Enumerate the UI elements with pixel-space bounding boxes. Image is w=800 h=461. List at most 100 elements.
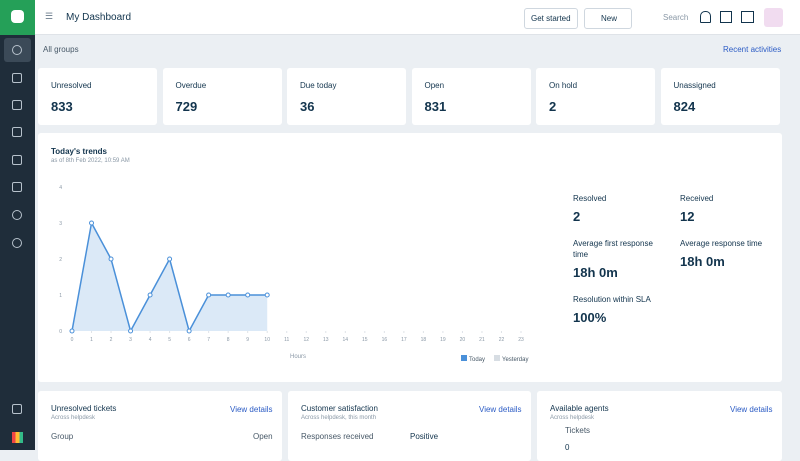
x-tick-label: 7 bbox=[207, 337, 210, 343]
x-tick-label: 20 bbox=[460, 337, 466, 343]
card-subtitle: Across helpdesk, this month bbox=[301, 415, 377, 421]
logo[interactable] bbox=[0, 0, 35, 35]
stat-value: 831 bbox=[424, 99, 447, 114]
x-tick-label: 11 bbox=[284, 337, 289, 343]
x-tick-label: 1 bbox=[90, 337, 93, 343]
trends-card: Today's trends as of 8th Feb 2022, 10:59… bbox=[38, 133, 782, 382]
nav-reports[interactable] bbox=[12, 182, 22, 192]
y-tick-label: 2 bbox=[59, 257, 62, 263]
card-title: Customer satisfaction bbox=[301, 404, 378, 413]
x-tick-label: 15 bbox=[362, 337, 368, 343]
stat-card[interactable]: Unassigned 824 bbox=[660, 68, 780, 125]
summary-label: Resolved bbox=[573, 194, 607, 203]
y-tick-label: 1 bbox=[59, 293, 62, 299]
apps-menu[interactable] bbox=[741, 11, 754, 23]
point bbox=[245, 292, 251, 298]
x-tick-label: 12 bbox=[303, 337, 309, 343]
nav-contacts[interactable] bbox=[12, 100, 22, 110]
stat-card[interactable]: Overdue 729 bbox=[162, 68, 282, 125]
stat-label: Unassigned bbox=[673, 81, 716, 90]
get-started[interactable]: Get started bbox=[524, 8, 578, 29]
stat-card[interactable]: On hold 2 bbox=[536, 68, 655, 125]
summary-value: 100% bbox=[573, 310, 607, 325]
nav-dashboard[interactable] bbox=[12, 45, 22, 55]
x-tick-label: 10 bbox=[264, 337, 270, 343]
x-label: Hours bbox=[290, 354, 306, 360]
card-subtitle: Across helpdesk bbox=[51, 415, 96, 421]
stat-card[interactable]: Unresolved 833 bbox=[38, 68, 157, 125]
summary-value: 18h 0m bbox=[573, 265, 618, 280]
chart-subtitle: as of 8th Feb 2022, 10:59 AM bbox=[51, 158, 130, 164]
x-tick-label: 21 bbox=[479, 337, 485, 343]
stat-label: Open bbox=[424, 81, 445, 90]
x-tick-label: 8 bbox=[227, 337, 230, 343]
notifications[interactable] bbox=[700, 11, 711, 23]
point bbox=[264, 292, 270, 298]
summary-label: Resolution within SLA bbox=[573, 295, 651, 304]
apps[interactable] bbox=[12, 432, 23, 443]
x-tick-label: 9 bbox=[246, 337, 249, 343]
nav-tickets[interactable] bbox=[12, 73, 22, 83]
stat-value: 2 bbox=[549, 99, 557, 114]
nav-explore[interactable] bbox=[12, 210, 22, 220]
point bbox=[147, 292, 153, 298]
view-details[interactable]: View details bbox=[479, 405, 522, 414]
nav-solutions[interactable] bbox=[12, 127, 22, 137]
recent-activities[interactable]: Recent activities bbox=[723, 45, 782, 54]
col-header: Positive bbox=[410, 432, 439, 441]
x-tick-label: 17 bbox=[401, 337, 407, 343]
gift[interactable] bbox=[720, 11, 732, 23]
x-tick-label: 14 bbox=[343, 337, 349, 343]
avatar[interactable] bbox=[764, 8, 783, 27]
stat-card[interactable]: Due today 36 bbox=[287, 68, 406, 125]
stat-card[interactable]: Open 831 bbox=[411, 68, 531, 125]
chart-title: Today's trends bbox=[51, 147, 107, 156]
stat-value: 833 bbox=[51, 99, 73, 114]
sidebar bbox=[0, 0, 35, 450]
col-header: Responses received bbox=[301, 432, 374, 441]
card-subtitle: Across helpdesk bbox=[550, 415, 595, 421]
col-header: 0 bbox=[565, 443, 570, 452]
point bbox=[128, 328, 134, 334]
x-tick-label: 2 bbox=[110, 337, 113, 343]
summary-label: Average response time bbox=[680, 239, 763, 248]
point bbox=[225, 292, 231, 298]
legend-swatch bbox=[494, 355, 500, 361]
bottom-card: Unresolved tickets Across helpdesk View de… bbox=[38, 391, 282, 461]
summary-value: 18h 0m bbox=[680, 254, 725, 269]
stat-label: Overdue bbox=[175, 81, 207, 90]
card-title: Available agents bbox=[550, 404, 609, 413]
y-tick-label: 0 bbox=[59, 329, 62, 335]
col-header: Open bbox=[253, 432, 273, 441]
legend-label: Yesterday bbox=[502, 357, 528, 363]
col-header: Group bbox=[51, 432, 74, 441]
stat-label: On hold bbox=[549, 81, 578, 90]
nav-settings[interactable] bbox=[12, 238, 22, 248]
new-button[interactable]: New bbox=[584, 8, 632, 29]
x-tick-label: 5 bbox=[168, 337, 171, 343]
point bbox=[108, 256, 114, 262]
point bbox=[167, 256, 173, 262]
summary-label: Received bbox=[680, 194, 714, 203]
stat-label: Unresolved bbox=[51, 81, 92, 90]
col-header: Tickets bbox=[565, 426, 591, 435]
view-details[interactable]: View details bbox=[730, 405, 773, 414]
x-tick-label: 4 bbox=[149, 337, 152, 343]
point bbox=[206, 292, 212, 298]
group-filter[interactable]: All groups bbox=[43, 45, 79, 54]
x-tick-label: 13 bbox=[323, 337, 329, 343]
menu-icon[interactable]: ☰ bbox=[45, 11, 54, 21]
nav-chat[interactable] bbox=[12, 404, 22, 414]
x-tick-label: 18 bbox=[421, 337, 427, 343]
x-tick-label: 0 bbox=[71, 337, 74, 343]
nav-forums[interactable] bbox=[12, 155, 22, 165]
stat-value: 824 bbox=[673, 99, 696, 114]
search[interactable]: Search bbox=[663, 13, 689, 22]
view-details[interactable]: View details bbox=[230, 405, 273, 414]
y-tick-label: 3 bbox=[59, 221, 62, 227]
area bbox=[72, 223, 268, 331]
x-tick-label: 22 bbox=[499, 337, 505, 343]
x-tick-label: 16 bbox=[382, 337, 388, 343]
card-title: Unresolved tickets bbox=[51, 404, 117, 413]
